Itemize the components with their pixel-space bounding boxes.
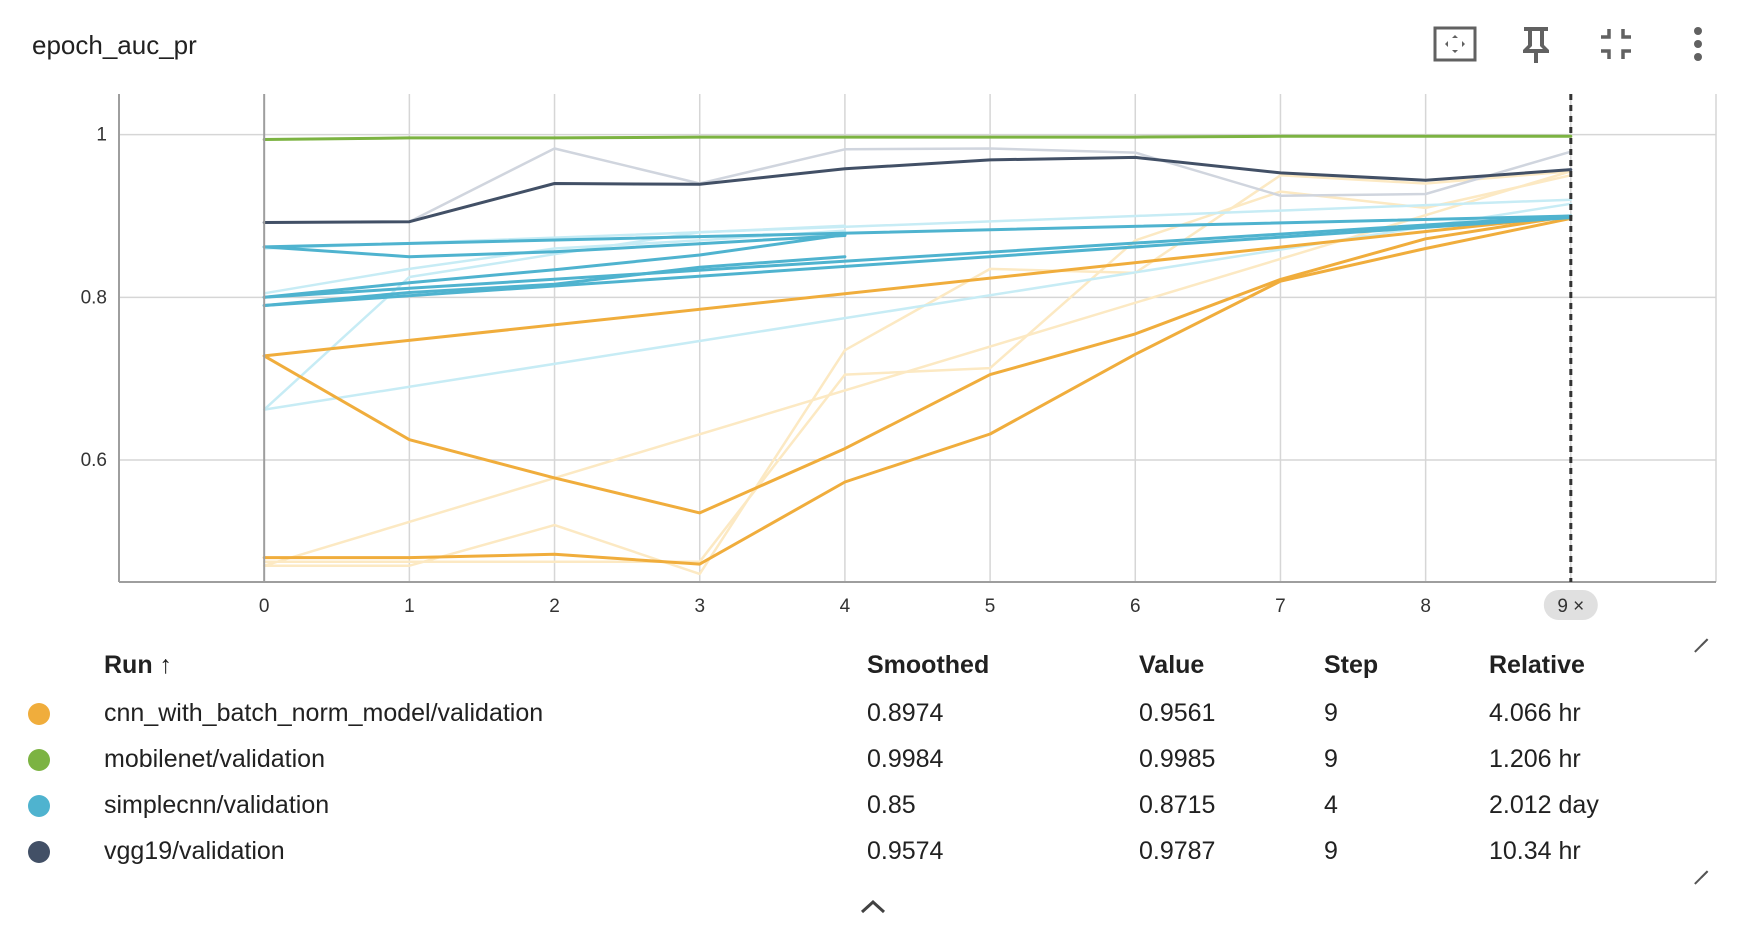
- smoothed-value: 0.85: [867, 790, 916, 819]
- runs-table: Run ↑ Smoothed Value Step Relative cnn_w…: [28, 640, 1689, 874]
- smoothed-value: 0.8974: [867, 698, 944, 727]
- raw-series-line: [262, 202, 1573, 411]
- y-tick-label: 0.8: [81, 287, 107, 308]
- column-header-smoothed[interactable]: Smoothed: [867, 650, 990, 679]
- x-tick-label: 5: [985, 596, 996, 617]
- smoothed-value: 0.9984: [867, 744, 944, 773]
- run-name: mobilenet/validation: [104, 744, 325, 773]
- y-tick-label: 1: [96, 125, 107, 146]
- chart-axes: [118, 94, 1716, 583]
- x-tick-label: 4: [840, 596, 851, 617]
- chevron-up-icon: [860, 899, 886, 914]
- x-tick-label: 8: [1420, 596, 1431, 617]
- y-tick-label: 0.6: [81, 450, 107, 471]
- x-tick-label: 3: [694, 596, 705, 617]
- step-value: 9: [1324, 698, 1338, 727]
- smoothed-series-line: [262, 216, 1573, 307]
- x-tick-label: 6: [1130, 596, 1141, 617]
- table-row[interactable]: vgg19/validation 0.9574 0.9787 9 10.34 hr: [28, 828, 1689, 874]
- run-name: simplecnn/validation: [104, 790, 330, 819]
- raw-value: 0.9787: [1139, 836, 1216, 865]
- raw-series-line: [262, 229, 847, 295]
- fit-to-data-icon[interactable]: [1433, 22, 1477, 66]
- raw-series-line: [262, 147, 1573, 224]
- color-dot: [28, 782, 104, 828]
- smoothed-series-line: [262, 234, 847, 259]
- relative-time: 10.34 hr: [1489, 836, 1581, 865]
- chart-grid: [119, 94, 1717, 582]
- collapse-icon[interactable]: [1594, 22, 1638, 66]
- card-title: epoch_auc_pr: [32, 30, 197, 60]
- hover-step-chip[interactable]: [1543, 590, 1598, 620]
- column-header-run[interactable]: Run ↑: [104, 650, 173, 679]
- raw-series-line: [262, 198, 1573, 250]
- table-row[interactable]: mobilenet/validation 0.9984 0.9985 9 1.206 h…: [28, 736, 1689, 782]
- run-color-dot: [28, 794, 50, 817]
- run-name: cnn_with_batch_norm_model/validation: [104, 698, 544, 727]
- step-value: 9: [1324, 744, 1338, 773]
- smoothed-series-line: [262, 214, 1573, 249]
- raw-value: 0.9561: [1139, 698, 1216, 727]
- run-color-dot: [28, 748, 50, 771]
- x-tick-label: 7: [1275, 596, 1286, 617]
- relative-time: 2.012 day: [1489, 790, 1599, 819]
- table-row[interactable]: simplecnn/validation 0.85 0.8715 4 2.012 day: [28, 782, 1689, 828]
- color-dot: [28, 828, 104, 874]
- smoothed-series-line: [262, 255, 847, 307]
- chart-resize-handle[interactable]: [1692, 624, 1708, 640]
- smoothed-series-line: [262, 134, 1573, 141]
- color-dot: [28, 736, 104, 782]
- step-value: 4: [1324, 790, 1338, 819]
- line-chart[interactable]: 0 1 2 3 4 5 6 7 8 0.6 0.8 1 9 ×: [0, 80, 1750, 640]
- column-header-relative[interactable]: Relative: [1489, 650, 1585, 679]
- color-dot: [28, 690, 104, 736]
- smoothed-series-line: [262, 214, 1573, 299]
- raw-value: 0.8715: [1139, 790, 1216, 819]
- smoothed-series-line: [262, 214, 1573, 358]
- x-tick-label: 1: [404, 596, 415, 617]
- table-header-row: Run ↑ Smoothed Value Step Relative: [28, 640, 1689, 690]
- smoothed-series-line: [262, 155, 1573, 224]
- expand-table-button[interactable]: [858, 896, 888, 916]
- more-vert-icon[interactable]: [1676, 22, 1720, 66]
- pin-icon[interactable]: [1514, 22, 1558, 66]
- run-name: vgg19/validation: [104, 836, 285, 865]
- step-value: 9: [1324, 836, 1338, 865]
- relative-time: 4.066 hr: [1489, 698, 1581, 727]
- relative-time: 1.206 hr: [1489, 744, 1581, 773]
- raw-series-line: [262, 170, 1573, 576]
- x-tick-label: 2: [549, 596, 560, 617]
- column-header-step[interactable]: Step: [1324, 650, 1379, 679]
- chart-ticks: 0 1 2 3 4 5 6 7 8 0.6 0.8 1: [81, 125, 1431, 617]
- hover-indicator[interactable]: 9 ×: [1543, 94, 1598, 620]
- smoothed-series-line: [262, 233, 847, 299]
- x-tick-label: 0: [259, 596, 270, 617]
- table-row[interactable]: cnn_with_batch_norm_model/validation 0.89…: [28, 690, 1689, 736]
- run-color-dot: [28, 702, 50, 725]
- hover-step-label[interactable]: 9 ×: [1557, 596, 1584, 617]
- smoothed-series-line: [262, 216, 1573, 566]
- smoothed-value: 0.9574: [867, 836, 944, 865]
- raw-value: 0.9985: [1139, 744, 1216, 773]
- run-color-dot: [28, 840, 50, 863]
- chart-lines: [262, 134, 1573, 576]
- column-header-value[interactable]: Value: [1139, 650, 1205, 679]
- smoothed-series-line: [262, 214, 1573, 515]
- table-resize-handle[interactable]: [1692, 856, 1708, 872]
